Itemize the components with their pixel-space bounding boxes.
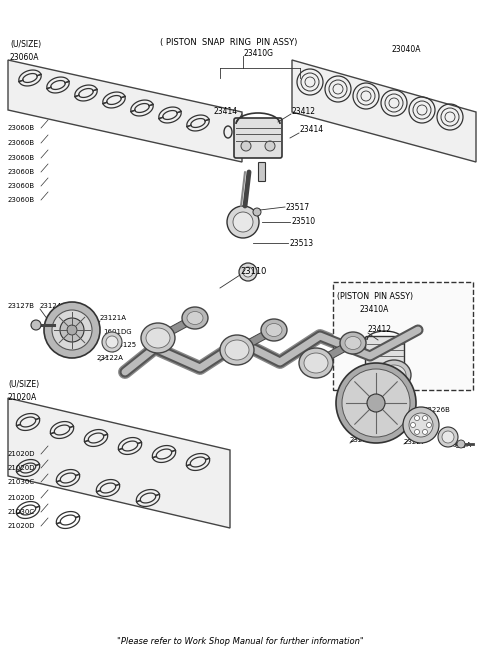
Text: 23517: 23517: [286, 203, 310, 211]
Text: 23311A: 23311A: [445, 442, 472, 448]
Polygon shape: [308, 343, 361, 363]
FancyBboxPatch shape: [259, 163, 265, 182]
Circle shape: [67, 325, 77, 335]
Circle shape: [253, 208, 261, 216]
Text: 23060A: 23060A: [10, 52, 39, 62]
Ellipse shape: [261, 319, 287, 341]
Text: 23124B: 23124B: [40, 303, 67, 309]
Text: 21020A: 21020A: [8, 392, 37, 401]
Text: 23060B: 23060B: [8, 155, 35, 161]
Text: (U/SIZE): (U/SIZE): [10, 41, 41, 49]
Text: 23110: 23110: [240, 268, 266, 276]
Text: 21020D: 21020D: [8, 495, 36, 501]
Ellipse shape: [266, 323, 282, 337]
Circle shape: [422, 415, 428, 420]
Text: 23127B: 23127B: [8, 303, 35, 309]
Polygon shape: [8, 398, 230, 528]
Text: 21020D: 21020D: [8, 451, 36, 457]
Polygon shape: [292, 60, 476, 162]
Text: 23121A: 23121A: [100, 315, 127, 321]
Circle shape: [102, 332, 122, 352]
Text: 23410G: 23410G: [243, 49, 273, 58]
Circle shape: [427, 422, 432, 428]
Circle shape: [265, 141, 275, 151]
Text: 23227: 23227: [404, 439, 426, 445]
Ellipse shape: [182, 307, 208, 329]
Ellipse shape: [304, 353, 328, 373]
Ellipse shape: [225, 340, 249, 360]
Ellipse shape: [340, 332, 366, 354]
Circle shape: [367, 394, 385, 412]
Text: 23510: 23510: [292, 218, 316, 226]
Circle shape: [409, 413, 433, 437]
Text: 23060B: 23060B: [8, 169, 35, 175]
Circle shape: [415, 430, 420, 434]
Text: 23122A: 23122A: [97, 355, 124, 361]
Text: 23060B: 23060B: [8, 197, 35, 203]
Text: 23412: 23412: [291, 106, 315, 115]
Text: "Please refer to Work Shop Manual for further information": "Please refer to Work Shop Manual for fu…: [117, 638, 363, 647]
Text: 23414: 23414: [299, 125, 323, 134]
Circle shape: [410, 422, 416, 428]
Bar: [333, 282, 473, 390]
Text: 23060B: 23060B: [8, 125, 35, 131]
Circle shape: [44, 302, 100, 358]
Ellipse shape: [187, 312, 203, 325]
Text: 21030C: 21030C: [8, 479, 35, 485]
Polygon shape: [150, 318, 203, 338]
Text: 21030C: 21030C: [8, 509, 35, 515]
Circle shape: [438, 427, 458, 447]
Polygon shape: [229, 330, 282, 350]
Text: 23410A: 23410A: [360, 306, 389, 314]
Text: (PISTON  PIN ASSY): (PISTON PIN ASSY): [337, 293, 413, 302]
Circle shape: [403, 407, 439, 443]
Circle shape: [60, 318, 84, 342]
FancyBboxPatch shape: [365, 337, 405, 367]
Text: 23040A: 23040A: [392, 45, 421, 54]
Text: 21020D: 21020D: [8, 523, 36, 529]
Circle shape: [241, 141, 251, 151]
Circle shape: [52, 310, 92, 350]
Ellipse shape: [345, 337, 361, 350]
Text: 23060B: 23060B: [8, 140, 35, 146]
Text: 23125: 23125: [115, 342, 137, 348]
Ellipse shape: [220, 335, 254, 365]
Text: 23412: 23412: [368, 325, 392, 335]
Circle shape: [239, 263, 257, 281]
Circle shape: [106, 336, 118, 348]
Ellipse shape: [382, 365, 406, 385]
Circle shape: [457, 440, 465, 448]
Polygon shape: [8, 60, 242, 162]
Text: 23513: 23513: [290, 239, 314, 247]
Circle shape: [422, 430, 428, 434]
Text: 1601DG: 1601DG: [103, 329, 132, 335]
Circle shape: [233, 212, 253, 232]
Circle shape: [442, 431, 454, 443]
Circle shape: [31, 320, 41, 330]
Circle shape: [336, 363, 416, 443]
FancyBboxPatch shape: [395, 369, 401, 384]
FancyBboxPatch shape: [234, 118, 282, 158]
Ellipse shape: [146, 328, 170, 348]
Text: 23200D: 23200D: [350, 437, 377, 443]
Circle shape: [243, 267, 253, 277]
Text: 23060B: 23060B: [8, 183, 35, 189]
Circle shape: [342, 369, 410, 437]
Text: (U/SIZE): (U/SIZE): [8, 380, 39, 390]
Text: 21121A: 21121A: [372, 373, 401, 382]
Text: 21020D: 21020D: [8, 465, 36, 471]
Circle shape: [227, 206, 259, 238]
Text: 23414: 23414: [214, 106, 238, 115]
Ellipse shape: [299, 348, 333, 378]
Text: 23226B: 23226B: [424, 407, 451, 413]
Ellipse shape: [377, 360, 411, 390]
Circle shape: [415, 415, 420, 420]
Text: ( PISTON  SNAP  RING  PIN ASSY): ( PISTON SNAP RING PIN ASSY): [160, 39, 298, 47]
Ellipse shape: [141, 323, 175, 353]
